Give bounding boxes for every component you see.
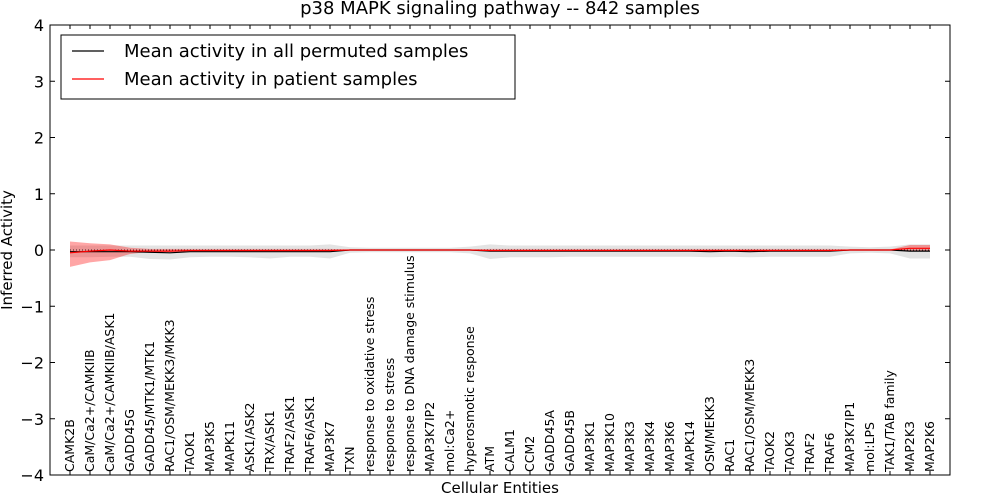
y-tick-label: 1 xyxy=(34,185,44,204)
x-tick-label: TAOK2 xyxy=(762,431,777,473)
x-tick-label: MAP3K10 xyxy=(602,413,617,472)
series-line-patient xyxy=(69,247,930,254)
x-tick-label: RAC1/OSM/MEKK3/MKK3 xyxy=(162,319,177,472)
y-tick-label: 3 xyxy=(34,72,44,91)
x-tick-label: MAP2K3 xyxy=(902,421,917,472)
x-tick-label: response to DNA damage stimulus xyxy=(402,255,417,472)
confidence-bands xyxy=(70,241,930,267)
x-tick-label: MAP3K6 xyxy=(662,421,677,472)
legend-label-permuted: Mean activity in all permuted samples xyxy=(124,41,468,62)
x-tick-label: OSM/MEKK3 xyxy=(702,396,717,472)
x-tick-label: GADD45A xyxy=(542,410,557,472)
x-tick-label: MAP2K6 xyxy=(922,421,937,472)
x-tick-label: CaM/Ca2+/CAMKIIB/ASK1 xyxy=(102,313,117,472)
x-tick-label: TXN xyxy=(342,446,357,473)
x-tick-labels: CAMK2B CaM/Ca2+/CAMKIIB CaM/Ca2+/CAMKIIB/A… xyxy=(62,25,937,475)
x-tick-label: ATM xyxy=(482,446,497,472)
x-tick-label: GADD45G xyxy=(122,409,137,472)
x-tick-label: MAP3K3 xyxy=(622,421,637,472)
x-tick-label: MAP3K4 xyxy=(642,421,657,472)
x-tick-label: CALM1 xyxy=(502,429,517,472)
legend-label-patient: Mean activity in patient samples xyxy=(124,69,418,90)
x-tick-label: response to stress xyxy=(382,358,397,472)
x-tick-label: mol:Ca2+ xyxy=(442,410,457,472)
x-tick-label: RAC1/OSM/MEKK3 xyxy=(742,359,757,472)
x-tick-label: MAPK14 xyxy=(682,421,697,472)
legend: Mean activity in all permuted samples Me… xyxy=(60,34,516,100)
y-tick-label: −4 xyxy=(20,466,44,485)
legend-box xyxy=(60,34,516,100)
y-tick-label: 0 xyxy=(34,241,44,260)
y-axis: −4 −3 −2 −1 0 1 2 3 4 xyxy=(20,16,950,485)
y-tick-label: −2 xyxy=(20,354,44,373)
x-tick-label: TRAF6/ASK1 xyxy=(302,396,317,473)
x-tick-label: MAP3K1 xyxy=(582,421,597,472)
x-tick-label: GADD45/MTK1/MTK1 xyxy=(142,341,157,472)
x-tick-label: MAP3K5 xyxy=(202,421,217,472)
x-tick-label: TAK1/TAB family xyxy=(882,369,897,473)
y-tick-label: 2 xyxy=(34,129,44,148)
plot-frame xyxy=(49,24,951,476)
x-tick-label: GADD45B xyxy=(562,410,577,472)
x-tick-label: TRAF6 xyxy=(822,432,837,473)
chart-title: p38 MAPK signaling pathway -- 842 sample… xyxy=(300,0,700,19)
y-tick-label: −1 xyxy=(20,297,44,316)
x-axis-label: Cellular Entities xyxy=(441,479,559,497)
x-tick-label: ASK1/ASK2 xyxy=(242,403,257,472)
x-tick-label: TAOK3 xyxy=(782,431,797,473)
x-tick-label: TRAF2/ASK1 xyxy=(282,396,297,473)
x-tick-label: MAP3K7IP2 xyxy=(422,402,437,472)
series-lines xyxy=(69,247,930,254)
x-tick-label: MAP3K7IP1 xyxy=(842,402,857,472)
x-tick-label: MAP3K7 xyxy=(322,421,337,472)
x-tick-label: hyperosmotic response xyxy=(462,326,477,472)
y-tick-label: 4 xyxy=(34,16,44,35)
y-tick-label: −3 xyxy=(20,410,44,429)
x-tick-label: RAC1 xyxy=(722,439,737,472)
confidence-band-permuted xyxy=(70,244,930,260)
x-tick-label: CCM2 xyxy=(522,436,537,472)
x-tick-label: MAPK11 xyxy=(222,421,237,472)
x-tick-label: TRX/ASK1 xyxy=(262,410,277,473)
x-tick-label: CAMK2B xyxy=(62,419,77,472)
y-axis-label: Inferred Activity xyxy=(0,190,16,310)
x-tick-label: CaM/Ca2+/CAMKIIB xyxy=(82,349,97,472)
x-tick-label: response to oxidative stress xyxy=(362,297,377,472)
x-tick-label: TAOK1 xyxy=(182,431,197,473)
x-tick-label: mol:LPS xyxy=(862,422,877,472)
x-tick-label: TRAF2 xyxy=(802,432,817,473)
